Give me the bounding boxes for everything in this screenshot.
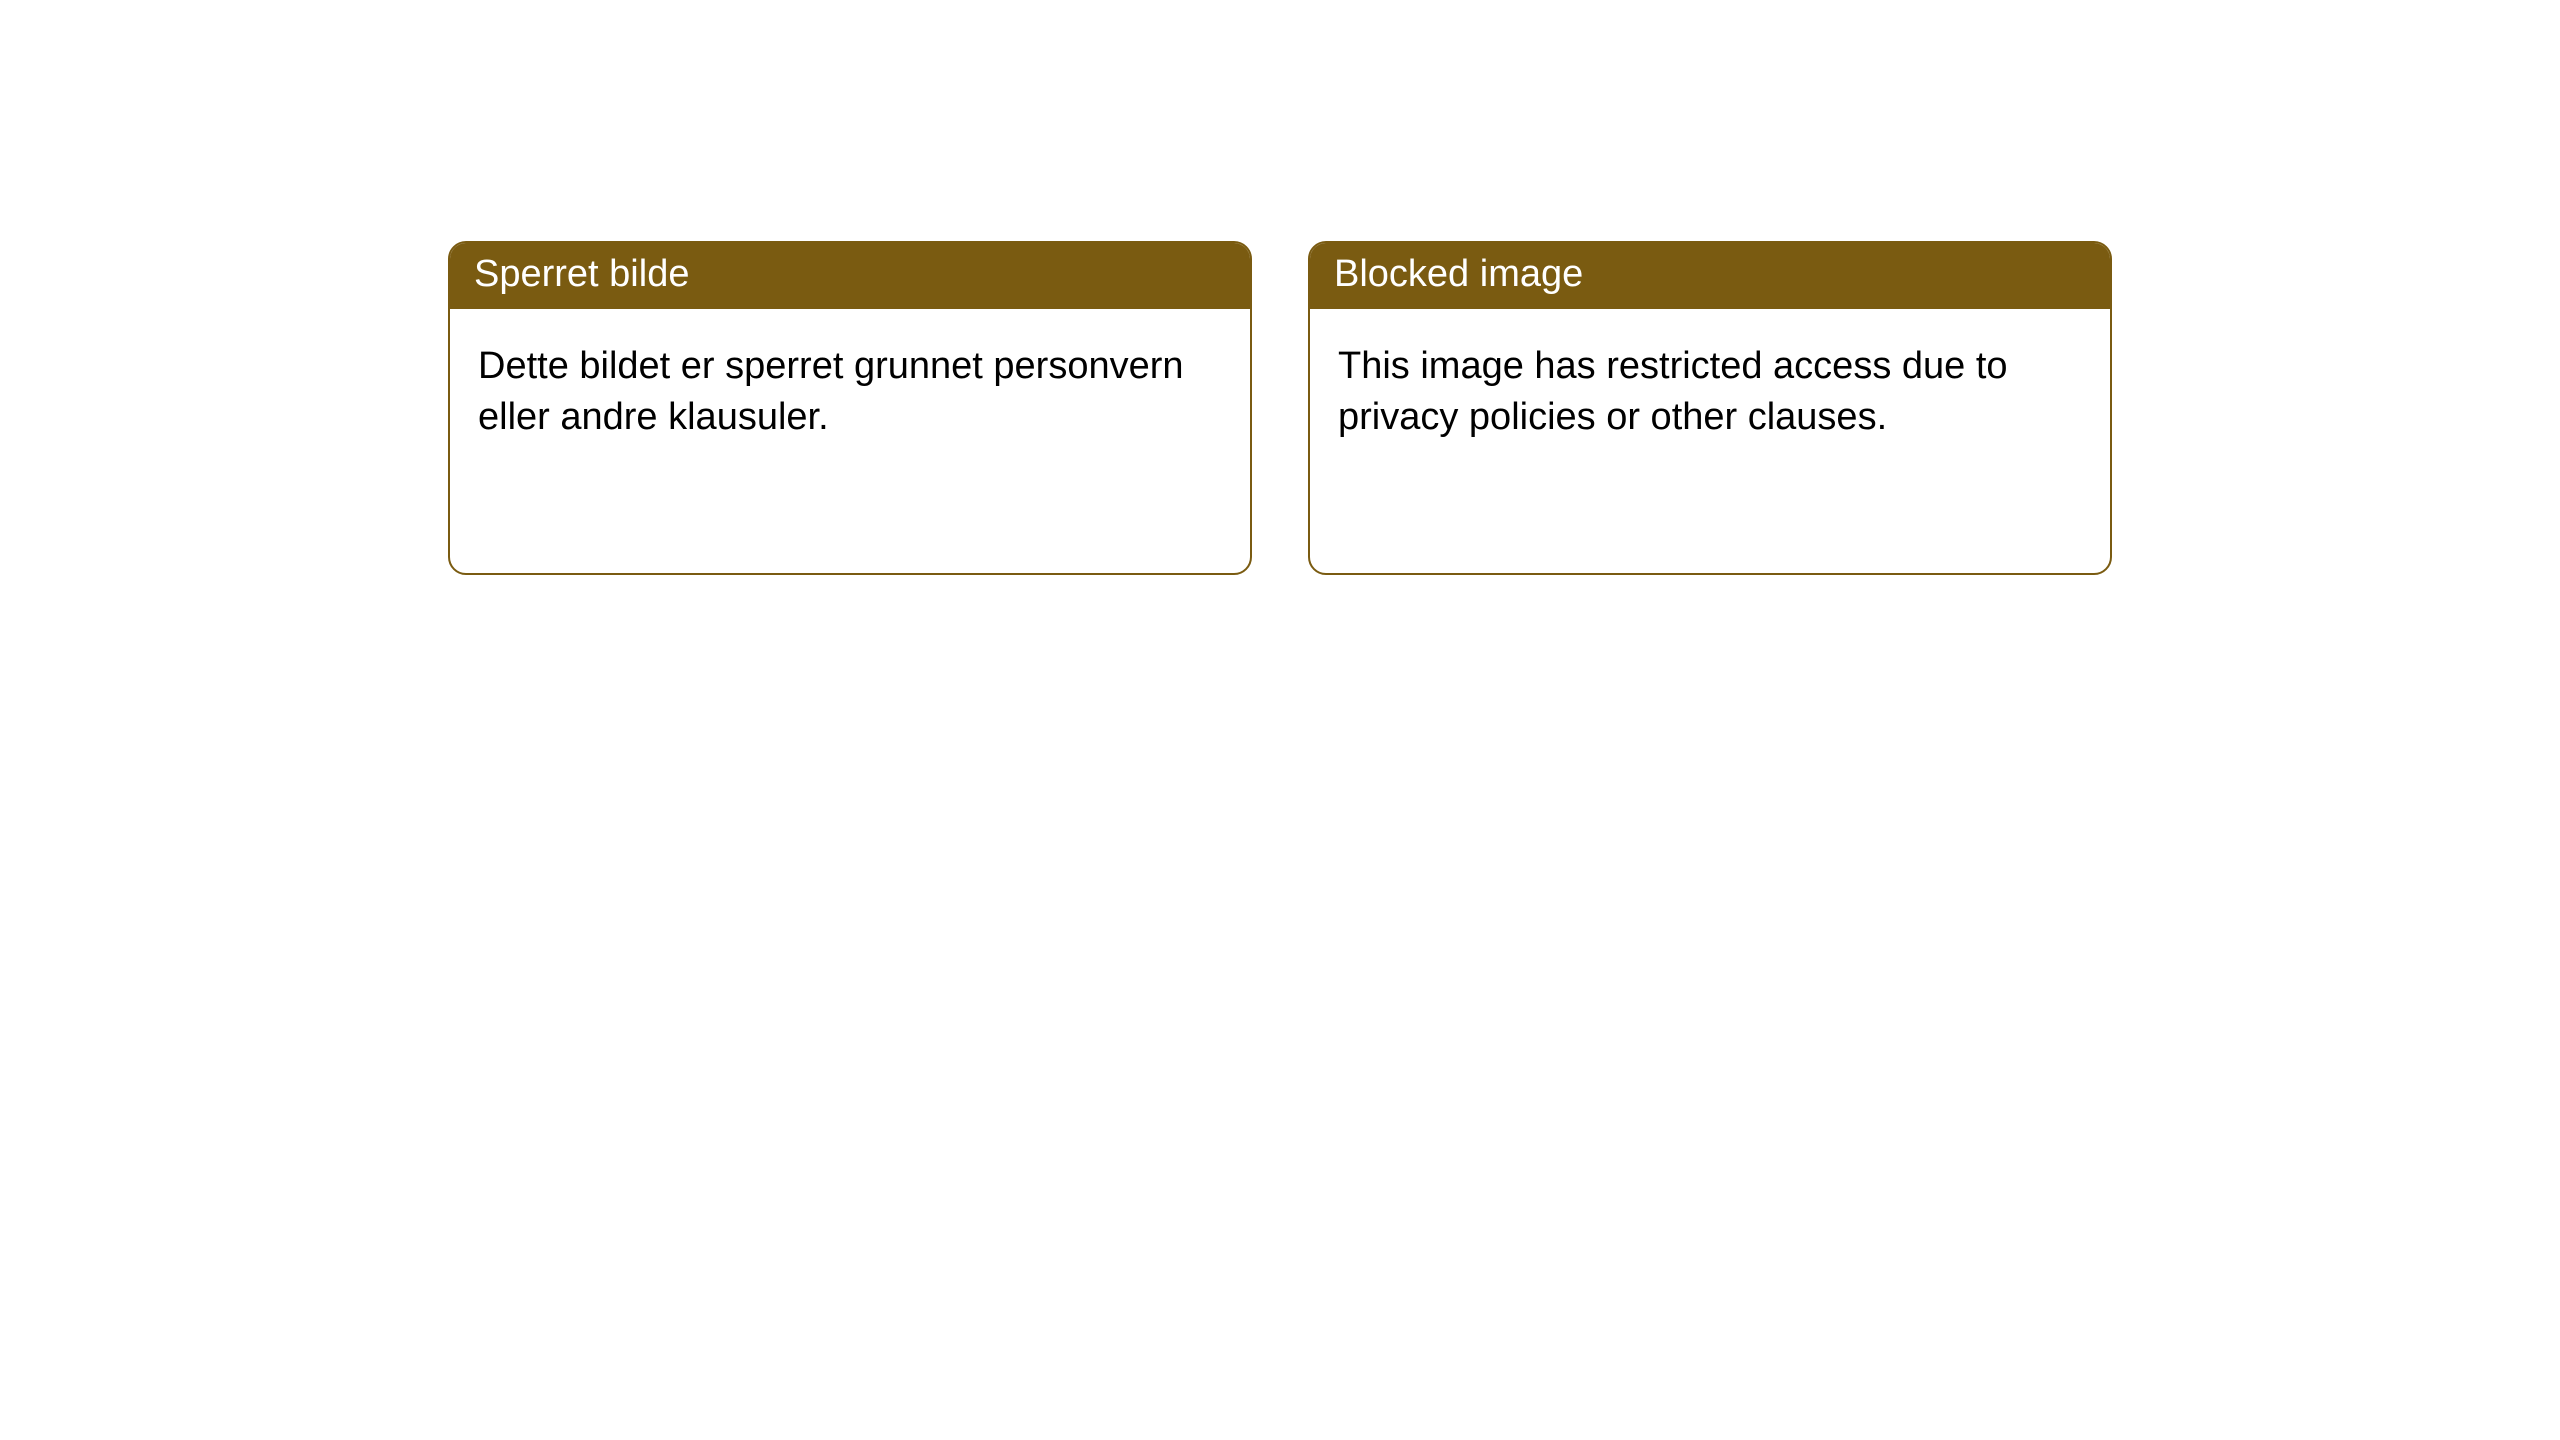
notice-body-no: Dette bildet er sperret grunnet personve… [450, 309, 1250, 476]
notice-card-no: Sperret bilde Dette bildet er sperret gr… [448, 241, 1252, 575]
notice-title-no: Sperret bilde [450, 243, 1250, 309]
notice-body-en: This image has restricted access due to … [1310, 309, 2110, 476]
notice-title-en: Blocked image [1310, 243, 2110, 309]
notice-container: Sperret bilde Dette bildet er sperret gr… [0, 0, 2560, 575]
notice-card-en: Blocked image This image has restricted … [1308, 241, 2112, 575]
